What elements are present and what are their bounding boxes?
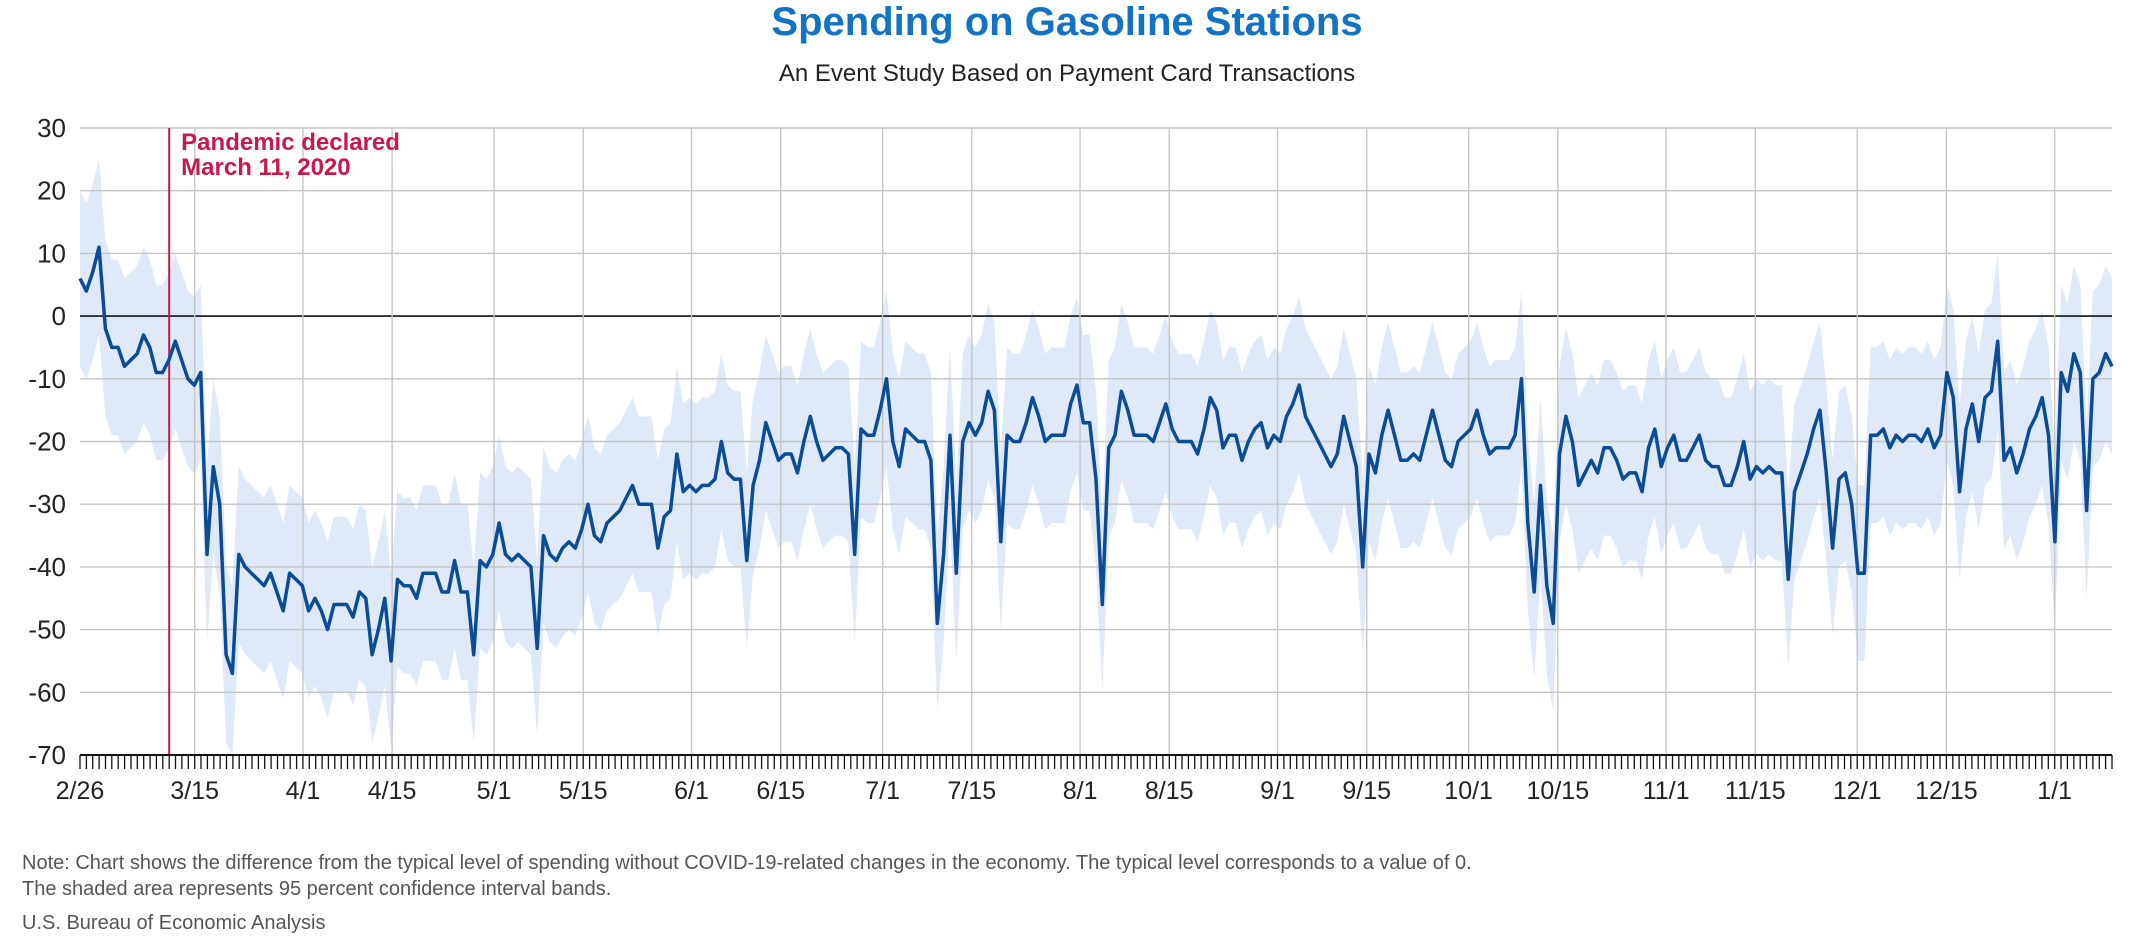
grid-layer: [80, 127, 2112, 755]
y-tick-label: -30: [28, 489, 66, 519]
y-tick-label: -40: [28, 552, 66, 582]
chart-note-line2: The shaded area represents 95 percent co…: [22, 878, 612, 900]
y-tick-label: -10: [28, 364, 66, 394]
y-tick-label: -60: [28, 677, 66, 707]
x-tick-label: 3/15: [170, 777, 219, 805]
y-tick-label: 20: [37, 176, 66, 206]
y-tick-label: 0: [52, 301, 66, 331]
x-tick-label: 9/15: [1342, 777, 1391, 805]
chart-title: Spending on Gasoline Stations: [771, 0, 1363, 44]
event-date-label: March 11, 2020: [181, 154, 350, 181]
x-tick-label: 4/1: [286, 777, 321, 805]
confidence-band: [80, 159, 2112, 755]
x-tick-label: 7/15: [947, 777, 996, 805]
x-tick-label: 10/1: [1444, 777, 1493, 805]
x-tick-label: 11/1: [1643, 777, 1690, 805]
series-line: [78, 245, 2114, 676]
x-tick-label: 10/15: [1527, 777, 1590, 805]
x-tick-label: 6/1: [674, 777, 709, 805]
x-tick-label: 7/1: [865, 777, 900, 805]
chart-subtitle: An Event Study Based on Payment Card Tra…: [778, 60, 1356, 87]
x-tick-label: 9/1: [1260, 777, 1295, 805]
x-tick-label: 8/1: [1063, 777, 1098, 805]
source-label: U.S. Bureau of Economic Analysis: [22, 912, 326, 934]
x-tick-label: 12/1: [1833, 777, 1882, 805]
axis-layer: 30 20 10 0 -10 -20 -30 -40 -50 -60 -70 2/26 3/15 4/1 4…: [28, 113, 2113, 805]
x-tick-label: 8/15: [1145, 777, 1194, 805]
y-tick-label: -50: [28, 615, 66, 645]
x-tick-label: 5/1: [477, 777, 512, 805]
x-tick-label: 1/1: [2037, 777, 2072, 805]
y-tick-label: 10: [37, 238, 66, 268]
x-axis-ticks: [79, 755, 2113, 769]
x-tick-label: 6/15: [756, 777, 805, 805]
series-line-layer: [78, 245, 2114, 676]
y-tick-label: 30: [37, 113, 66, 143]
y-tick-label: -20: [28, 427, 66, 457]
x-tick-label: 12/15: [1915, 777, 1978, 805]
x-tick-label: 2/26: [56, 777, 105, 805]
y-tick-label: -70: [28, 740, 66, 770]
confidence-band-layer: [80, 159, 2112, 755]
x-tick-label: 5/15: [559, 777, 608, 805]
chart-note: Note: Chart shows the difference from th…: [22, 852, 1472, 874]
x-tick-label: 11/15: [1725, 777, 1786, 805]
event-label: Pandemic declared: [181, 129, 400, 156]
x-tick-label: 4/15: [368, 777, 417, 805]
